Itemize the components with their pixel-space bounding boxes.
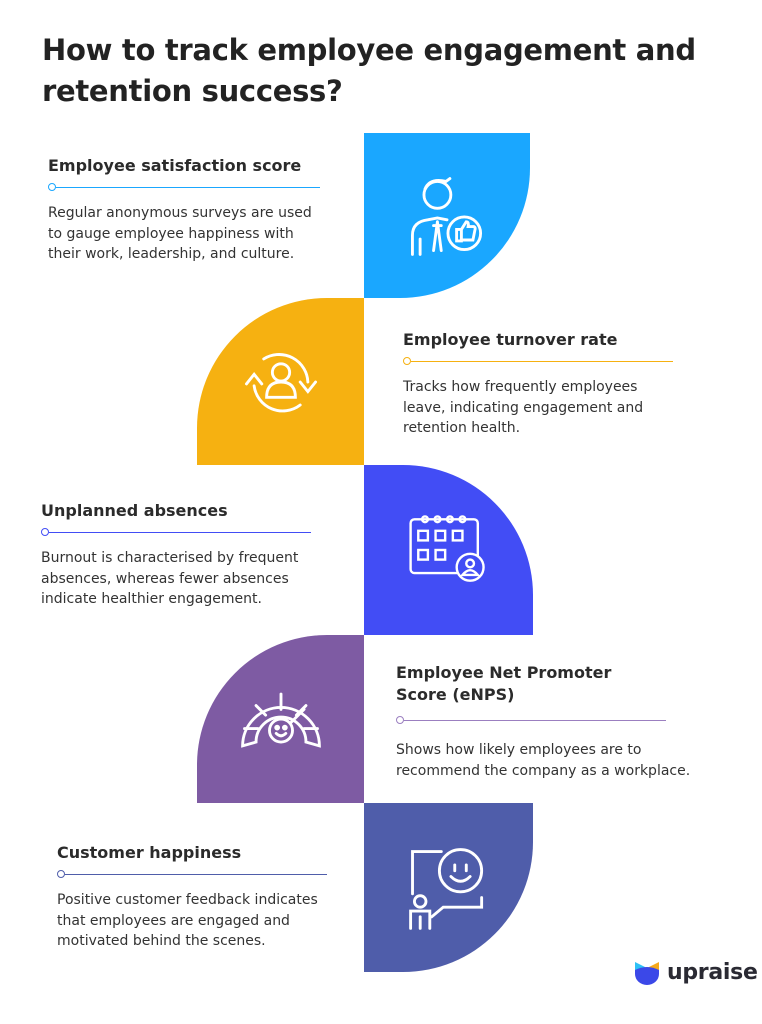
page-title: How to track employee engagement and ret… xyxy=(42,33,696,108)
employee-thumbs-up-icon xyxy=(411,176,483,256)
divider xyxy=(41,528,311,538)
item-heading: Unplanned absences xyxy=(41,501,228,520)
upraise-logo-icon xyxy=(635,962,659,985)
item-heading: Customer happiness xyxy=(57,843,242,862)
customer-smile-icon xyxy=(408,847,483,930)
item-body: Regular anonymous surveys are used to ga… xyxy=(48,205,312,262)
block-turnover xyxy=(197,298,364,465)
item-heading: Employee Net Promoter Score (eNPS) xyxy=(396,663,612,704)
item-turnover: Employee turnover rate Tracks how freque… xyxy=(403,329,673,439)
calendar-attendance-icon xyxy=(408,515,485,582)
item-customer: Customer happiness Positive customer fee… xyxy=(57,842,327,952)
block-customer xyxy=(364,803,533,972)
item-body: Shows how likely employees are to recomm… xyxy=(396,742,691,779)
item-enps: Employee Net Promoter Score (eNPS) Shows… xyxy=(396,662,690,781)
item-satisfaction: Employee satisfaction score Regular anon… xyxy=(48,155,320,265)
item-body: Burnout is characterised by frequent abs… xyxy=(41,550,299,607)
item-absences: Unplanned absences Burnout is characteri… xyxy=(41,500,311,610)
divider xyxy=(403,357,673,367)
person-cycle-icon xyxy=(244,352,317,412)
divider xyxy=(396,716,666,726)
divider xyxy=(57,870,327,880)
block-absences xyxy=(364,465,533,635)
satisfaction-gauge-icon xyxy=(240,692,321,748)
item-heading: Employee turnover rate xyxy=(403,330,618,349)
item-body: Positive customer feedback indicates tha… xyxy=(57,892,318,949)
upraise-logo: upraise xyxy=(633,958,758,986)
item-body: Tracks how frequently employees leave, i… xyxy=(403,379,644,436)
block-enps xyxy=(197,635,364,803)
item-heading: Employee satisfaction score xyxy=(48,156,302,175)
divider xyxy=(48,183,320,193)
logo-text: upraise xyxy=(667,959,758,985)
block-satisfaction xyxy=(364,133,530,298)
